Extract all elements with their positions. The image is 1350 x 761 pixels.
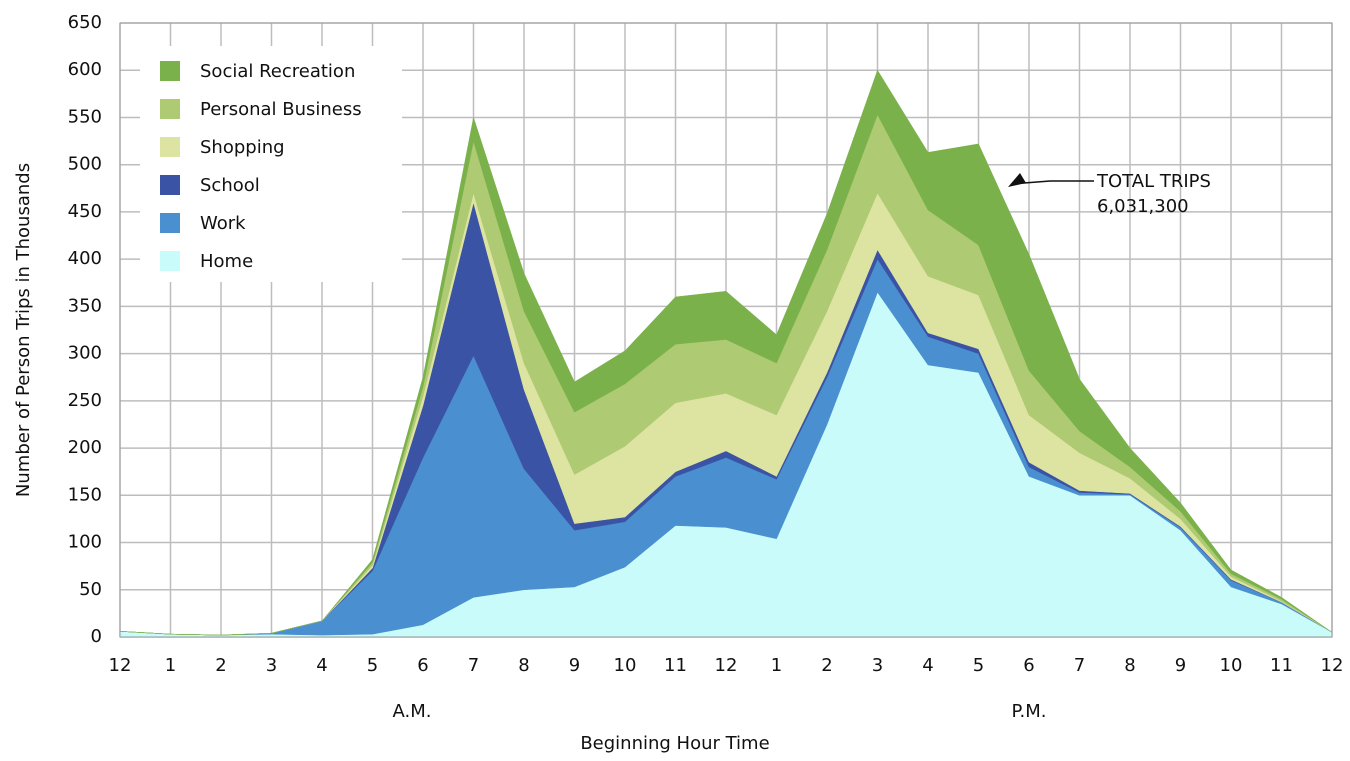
x-tick-label: 3	[266, 655, 277, 676]
y-tick-label: 500	[68, 154, 102, 175]
annotation-text: 6,031,300	[1097, 196, 1189, 217]
x-tick-label: 11	[1270, 655, 1293, 676]
y-tick-label: 450	[68, 201, 102, 222]
y-tick-label: 100	[68, 532, 102, 553]
legend-label: Social Recreation	[200, 61, 355, 82]
y-tick-label: 250	[68, 390, 102, 411]
annotation-text: TOTAL TRIPS	[1096, 171, 1211, 192]
x-tick-label: 1	[165, 655, 176, 676]
legend-swatch	[160, 99, 180, 119]
annotation-arrow	[1008, 173, 1026, 187]
legend-swatch	[160, 251, 180, 271]
x-tick-label: 7	[468, 655, 479, 676]
x-tick-label: 3	[872, 655, 883, 676]
y-tick-label: 400	[68, 248, 102, 269]
y-axis-label: Number of Person Trips in Thousands	[13, 163, 34, 497]
y-tick-label: 600	[68, 59, 102, 80]
legend-swatch	[160, 61, 180, 81]
legend-label: Work	[200, 213, 246, 234]
legend-background	[140, 46, 402, 282]
x-tick-label: 5	[367, 655, 378, 676]
x-tick-label: 2	[821, 655, 832, 676]
period-label: P.M.	[1011, 701, 1046, 722]
x-tick-label: 8	[518, 655, 529, 676]
x-tick-label: 7	[1074, 655, 1085, 676]
legend-label: School	[200, 175, 260, 196]
legend-label: Personal Business	[200, 99, 362, 120]
legend-swatch	[160, 213, 180, 233]
period-label: A.M.	[393, 701, 432, 722]
x-tick-label: 12	[715, 655, 738, 676]
x-tick-label: 6	[417, 655, 428, 676]
x-tick-label: 12	[1321, 655, 1344, 676]
y-tick-label: 0	[91, 626, 102, 647]
plot-border	[119, 22, 1333, 638]
x-tick-label: 4	[316, 655, 327, 676]
legend: Social Recreation Personal Business Shoppi…	[140, 46, 402, 282]
y-tick-label: 550	[68, 106, 102, 127]
y-tick-label: 150	[68, 484, 102, 505]
x-tick-label: 4	[922, 655, 933, 676]
x-tick-label: 9	[1175, 655, 1186, 676]
x-tick-label: 10	[614, 655, 637, 676]
legend-swatch	[160, 175, 180, 195]
x-tick-label: 10	[1220, 655, 1243, 676]
x-tick-label: 9	[569, 655, 580, 676]
legend-swatch	[160, 137, 180, 157]
x-tick-label: 6	[1023, 655, 1034, 676]
legend-label: Shopping	[200, 137, 285, 158]
x-tick-label: 5	[973, 655, 984, 676]
y-tick-label: 50	[79, 579, 102, 600]
legend-label: Home	[200, 251, 253, 272]
y-tick-label: 650	[68, 12, 102, 33]
y-tick-label: 200	[68, 437, 102, 458]
x-tick-label: 1	[771, 655, 782, 676]
x-axis-label: Beginning Hour Time	[580, 733, 769, 754]
x-tick-label: 2	[215, 655, 226, 676]
y-tick-label: 350	[68, 295, 102, 316]
x-tick-label: 8	[1124, 655, 1135, 676]
x-tick-label: 12	[109, 655, 132, 676]
y-tick-label: 300	[68, 343, 102, 364]
annotation: TOTAL TRIPS 6,031,300	[1008, 171, 1211, 217]
x-tick-label: 11	[664, 655, 687, 676]
